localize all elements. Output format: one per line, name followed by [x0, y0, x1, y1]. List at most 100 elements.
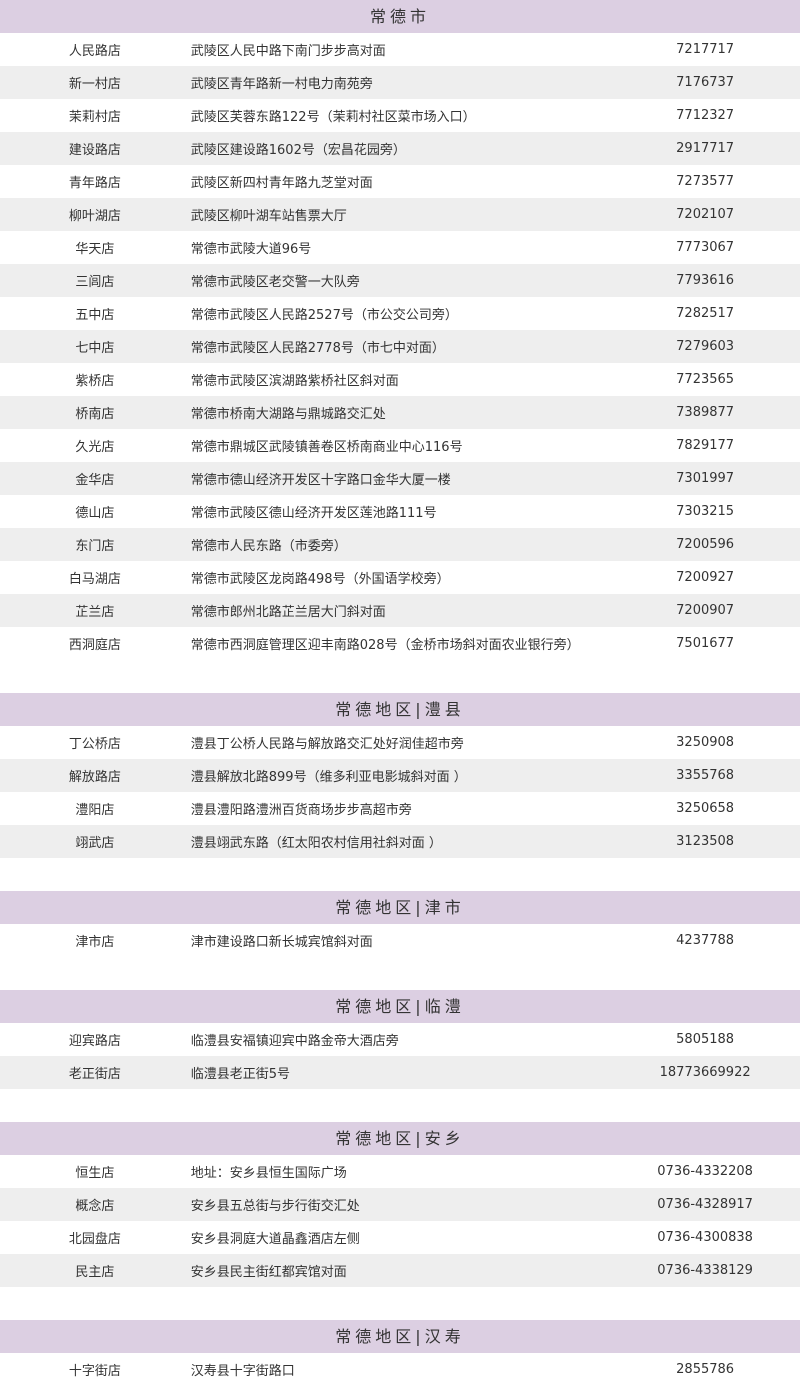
store-address: 安乡县五总街与步行街交汇处: [190, 1199, 360, 1214]
store-name: 概念店: [75, 1199, 115, 1214]
store-phone: 0736-4338129: [657, 1263, 753, 1278]
store-address: 安乡县洞庭大道晶鑫酒店左侧: [190, 1232, 360, 1247]
store-address: 常德市武陵区人民路2527号（市公交公司旁）: [190, 308, 458, 323]
table-row: 恒生店 地址：安乡县恒生国际广场 0736-4332208: [0, 1155, 800, 1188]
table-row: 德山店 常德市武陵区德山经济开发区莲池路111号 7303215: [0, 495, 800, 528]
store-phone: 7712327: [676, 108, 735, 123]
store-name: 芷兰店: [75, 605, 115, 620]
store-address: 常德市西洞庭管理区迎丰南路028号（金桥市场斜对面农业银行旁）: [190, 638, 580, 653]
store-name: 丁公桥店: [68, 737, 121, 752]
table-row: 青年路店 武陵区新四村青年路九芝堂对面 7273577: [0, 165, 800, 198]
store-phone: 2855786: [676, 1362, 735, 1377]
store-phone: 7773067: [676, 240, 735, 255]
store-address: 武陵区柳叶湖车站售票大厅: [190, 209, 347, 224]
store-phone: 7389877: [676, 405, 735, 420]
store-name: 德山店: [75, 506, 115, 521]
region-section: 常德地区|安乡 恒生店 地址：安乡县恒生国际广场 0736-4332208 概念店 安乡县…: [0, 1122, 800, 1287]
store-phone: 7501677: [676, 636, 735, 651]
store-phone: 7200927: [676, 570, 735, 585]
store-address: 常德市武陵区老交警一大队旁: [190, 275, 360, 290]
table-row: 民主店 安乡县民主街红都宾馆对面 0736-4338129: [0, 1254, 800, 1287]
table-row: 概念店 安乡县五总街与步行街交汇处 0736-4328917: [0, 1188, 800, 1221]
region-section: 常德地区|临澧 迎宾路店 临澧县安福镇迎宾中路金帝大酒店旁 5805188 老正街店 临澧…: [0, 990, 800, 1089]
section-title: 常德市: [0, 0, 800, 33]
store-phone: 3250908: [676, 735, 735, 750]
table-row: 金华店 常德市德山经济开发区十字路口金华大厦一楼 7301997: [0, 462, 800, 495]
table-row: 白马湖店 常德市武陵区龙岗路498号（外国语学校旁） 7200927: [0, 561, 800, 594]
store-name: 三闾店: [75, 275, 115, 290]
store-address: 常德市桥南大湖路与鼎城路交汇处: [190, 407, 386, 422]
section-title: 常德地区|临澧: [0, 990, 800, 1023]
table-row: 老正街店 临澧县老正街5号 18773669922: [0, 1056, 800, 1089]
store-phone: 0736-4332208: [657, 1164, 753, 1179]
table-row: 西洞庭店 常德市西洞庭管理区迎丰南路028号（金桥市场斜对面农业银行旁） 75016…: [0, 627, 800, 660]
store-address: 常德市德山经济开发区十字路口金华大厦一楼: [190, 473, 451, 488]
region-section: 常德地区|津市 津市店 津市建设路口新长城宾馆斜对面 4237788: [0, 891, 800, 957]
store-name: 新一村店: [68, 77, 121, 92]
store-phone: 0736-4328917: [657, 1197, 753, 1212]
section-title: 常德地区|津市: [0, 891, 800, 924]
store-phone: 2917717: [676, 141, 735, 156]
store-address: 澧县澧阳路澧洲百货商场步步高超市旁: [190, 803, 412, 818]
store-address: 常德市武陵区德山经济开发区莲池路111号: [190, 506, 437, 521]
table-row: 人民路店 武陵区人民中路下南门步步高对面 7217717: [0, 33, 800, 66]
store-name: 五中店: [75, 308, 115, 323]
store-phone: 3355768: [676, 768, 735, 783]
table-row: 五中店 常德市武陵区人民路2527号（市公交公司旁） 7282517: [0, 297, 800, 330]
table-row: 东门店 常德市人民东路（市委旁） 7200596: [0, 528, 800, 561]
store-name: 紫桥店: [75, 374, 115, 389]
store-phone: 4237788: [676, 933, 735, 948]
store-phone: 0736-4300838: [657, 1230, 753, 1245]
region-section: 常德地区|汉寿 十字街店 汉寿县十字街路口 2855786: [0, 1320, 800, 1386]
store-address: 澧县丁公桥人民路与解放路交汇处好润佳超市旁: [190, 737, 464, 752]
table-row: 津市店 津市建设路口新长城宾馆斜对面 4237788: [0, 924, 800, 957]
store-address: 常德市武陵区龙岗路498号（外国语学校旁）: [190, 572, 450, 587]
store-address: 武陵区人民中路下南门步步高对面: [190, 44, 386, 59]
store-name: 解放路店: [68, 770, 121, 785]
store-address: 武陵区新四村青年路九芝堂对面: [190, 176, 373, 191]
store-phone: 7723565: [676, 372, 735, 387]
store-name: 柳叶湖店: [68, 209, 121, 224]
store-name: 人民路店: [68, 44, 121, 59]
store-name: 建设路店: [68, 143, 121, 158]
store-phone: 7217717: [676, 42, 735, 57]
store-phone: 7301997: [676, 471, 735, 486]
table-row: 澧阳店 澧县澧阳路澧洲百货商场步步高超市旁 3250658: [0, 792, 800, 825]
store-address: 常德市鼎城区武陵镇善卷区桥南商业中心116号: [190, 440, 463, 455]
table-row: 丁公桥店 澧县丁公桥人民路与解放路交汇处好润佳超市旁 3250908: [0, 726, 800, 759]
store-name: 桥南店: [75, 407, 115, 422]
section-title: 常德地区|安乡: [0, 1122, 800, 1155]
store-address: 临澧县老正街5号: [190, 1067, 291, 1082]
table-row: 久光店 常德市鼎城区武陵镇善卷区桥南商业中心116号 7829177: [0, 429, 800, 462]
store-name: 津市店: [75, 935, 115, 950]
store-name: 迎宾路店: [68, 1034, 121, 1049]
table-row: 新一村店 武陵区青年路新一村电力南苑旁 7176737: [0, 66, 800, 99]
store-address: 武陵区芙蓉东路122号（茉莉村社区菜市场入口）: [190, 110, 476, 125]
store-name: 北园盘店: [68, 1232, 121, 1247]
store-name: 久光店: [75, 440, 115, 455]
store-name: 西洞庭店: [68, 638, 121, 653]
store-phone: 7200596: [676, 537, 735, 552]
store-phone: 18773669922: [659, 1065, 751, 1080]
store-address: 常德市郎州北路芷兰居大门斜对面: [190, 605, 386, 620]
table-row: 解放路店 澧县解放北路899号（维多利亚电影城斜对面 ） 3355768: [0, 759, 800, 792]
table-row: 柳叶湖店 武陵区柳叶湖车站售票大厅 7202107: [0, 198, 800, 231]
store-name: 华天店: [75, 242, 115, 257]
store-phone: 7202107: [676, 207, 735, 222]
store-address: 常德市武陵大道96号: [190, 242, 312, 257]
store-name: 老正街店: [68, 1067, 121, 1082]
table-row: 翊武店 澧县翊武东路（红太阳农村信用社斜对面 ） 3123508: [0, 825, 800, 858]
section-title: 常德地区|汉寿: [0, 1320, 800, 1353]
store-name: 金华店: [75, 473, 115, 488]
region-section: 常德地区|澧县 丁公桥店 澧县丁公桥人民路与解放路交汇处好润佳超市旁 3250908 解…: [0, 693, 800, 858]
table-row: 芷兰店 常德市郎州北路芷兰居大门斜对面 7200907: [0, 594, 800, 627]
table-row: 华天店 常德市武陵大道96号 7773067: [0, 231, 800, 264]
table-row: 十字街店 汉寿县十字街路口 2855786: [0, 1353, 800, 1386]
store-phone: 3250658: [676, 801, 735, 816]
store-phone: 7279603: [676, 339, 735, 354]
store-phone: 3123508: [676, 834, 735, 849]
table-row: 桥南店 常德市桥南大湖路与鼎城路交汇处 7389877: [0, 396, 800, 429]
table-row: 七中店 常德市武陵区人民路2778号（市七中对面） 7279603: [0, 330, 800, 363]
store-name: 恒生店: [75, 1166, 115, 1181]
